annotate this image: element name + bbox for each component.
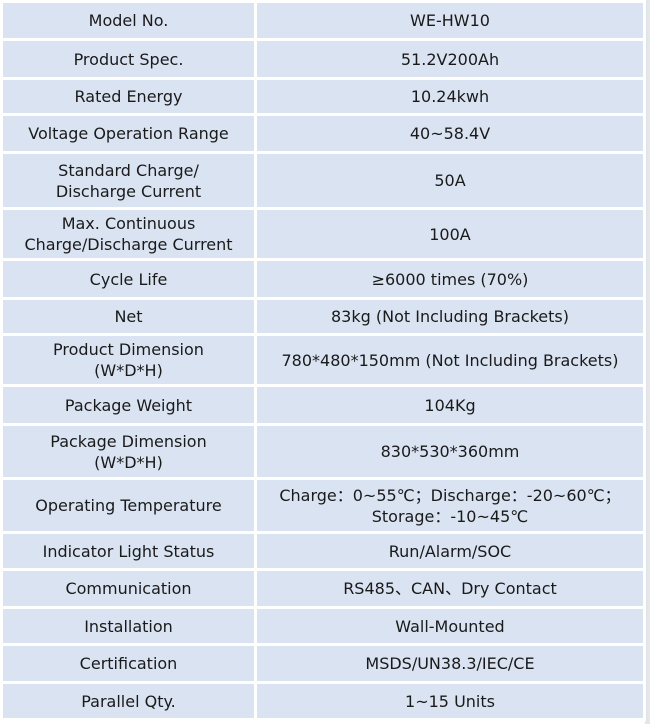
spec-row: Parallel Qty. 1~15 Units [0,681,646,721]
spec-label: Certification [0,643,257,684]
spec-label: Package Weight [0,384,257,426]
spec-label: Rated Energy [0,77,257,116]
spec-label: Product Spec. [0,38,257,80]
spec-row: Package Dimension (W*D*H) 830*530*360mm [0,423,646,480]
spec-label: Indicator Light Status [0,531,257,571]
spec-value: Wall-Mounted [254,606,646,646]
spec-value: 104Kg [254,384,646,426]
spec-value: MSDS/UN38.3/IEC/CE [254,643,646,684]
spec-label: Parallel Qty. [0,681,257,721]
spec-value: ≥6000 times (70%) [254,258,646,300]
spec-label: Product Dimension (W*D*H) [0,333,257,387]
spec-value: RS485、CAN、Dry Contact [254,568,646,609]
spec-label: Cycle Life [0,258,257,300]
spec-row: Operating Temperature Charge：0~55℃；Discha… [0,477,646,534]
spec-row: Standard Charge/ Discharge Current 50A [0,151,646,210]
spec-row: Product Spec. 51.2V200Ah [0,38,646,80]
spec-row: Voltage Operation Range 40~58.4V [0,113,646,154]
spec-label: Voltage Operation Range [0,113,257,154]
spec-value: WE-HW10 [254,0,646,41]
spec-row: Max. Continuous Charge/Discharge Current… [0,207,646,261]
spec-value: Charge：0~55℃；Discharge：-20~60℃； Storage：… [254,477,646,534]
spec-value: 780*480*150mm (Not Including Brackets) [254,333,646,387]
spec-row: Model No. WE-HW10 [0,0,646,41]
spec-value: 50A [254,151,646,210]
spec-value: 51.2V200Ah [254,38,646,80]
spec-row: Communication RS485、CAN、Dry Contact [0,568,646,609]
spec-value: 83kg (Not Including Brackets) [254,297,646,336]
spec-row: Rated Energy 10.24kwh [0,77,646,116]
spec-row: Cycle Life ≥6000 times (70%) [0,258,646,300]
spec-label: Installation [0,606,257,646]
spec-row: Installation Wall-Mounted [0,606,646,646]
spec-value: 1~15 Units [254,681,646,721]
spec-label: Package Dimension (W*D*H) [0,423,257,480]
spec-value: 10.24kwh [254,77,646,116]
spec-value: Run/Alarm/SOC [254,531,646,571]
spec-row: Indicator Light Status Run/Alarm/SOC [0,531,646,571]
spec-row: Package Weight 104Kg [0,384,646,426]
spec-value: 100A [254,207,646,261]
spec-label: Communication [0,568,257,609]
spec-label: Max. Continuous Charge/Discharge Current [0,207,257,261]
spec-value: 40~58.4V [254,113,646,154]
spec-row: Certification MSDS/UN38.3/IEC/CE [0,643,646,684]
spec-label: Net [0,297,257,336]
spec-label: Standard Charge/ Discharge Current [0,151,257,210]
spec-label: Model No. [0,0,257,41]
spec-row: Net 83kg (Not Including Brackets) [0,297,646,336]
spec-value: 830*530*360mm [254,423,646,480]
spec-row: Product Dimension (W*D*H) 780*480*150mm (… [0,333,646,387]
spec-label: Operating Temperature [0,477,257,534]
